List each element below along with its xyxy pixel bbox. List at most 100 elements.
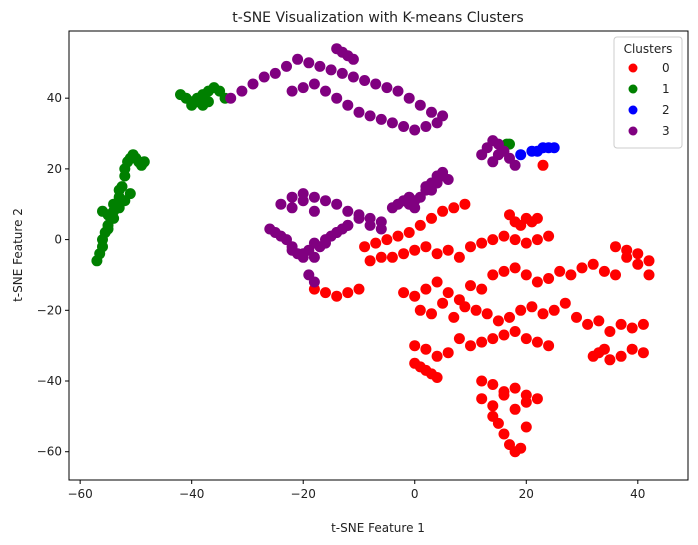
cluster-0-point <box>543 340 555 352</box>
cluster-3-point <box>331 198 343 210</box>
cluster-0-point <box>576 262 588 274</box>
cluster-0-point <box>487 379 499 390</box>
cluster-0-point <box>509 326 521 337</box>
cluster-0-point <box>476 283 488 295</box>
cluster-0-point <box>520 389 532 401</box>
cluster-3-point <box>409 202 421 214</box>
legend-label-0: 0 <box>662 61 670 75</box>
cluster-3-point <box>375 113 387 125</box>
cluster-0-point <box>487 269 499 281</box>
cluster-3-point <box>403 191 415 203</box>
cluster-0-point <box>593 315 605 327</box>
cluster-0-point <box>515 304 527 316</box>
cluster-3-point <box>325 64 337 76</box>
cluster-0-point <box>420 283 432 295</box>
cluster-0-point <box>453 333 465 345</box>
cluster-0-point <box>359 241 371 253</box>
cluster-0-point <box>420 241 432 253</box>
cluster-3-point <box>431 117 443 129</box>
cluster-0-point <box>409 290 421 302</box>
cluster-3-point <box>437 170 449 182</box>
y-tick-label: 20 <box>47 162 62 176</box>
cluster-0-point <box>509 234 521 246</box>
ticks-layer: −60 −40 −20 0 20 40 −60 −40 −20 0 20 40 <box>37 91 646 501</box>
cluster-1-point <box>202 96 214 108</box>
cluster-3-point <box>308 191 320 203</box>
cluster-0-point <box>476 375 488 387</box>
cluster-3-point <box>409 124 421 136</box>
cluster-0-point <box>431 276 443 288</box>
cluster-0-point <box>331 290 343 302</box>
cluster-0-point <box>598 265 610 277</box>
cluster-0-point <box>520 421 532 433</box>
cluster-0-point <box>459 198 471 210</box>
cluster-0-point <box>353 283 365 295</box>
cluster-0-point <box>426 308 437 320</box>
cluster-0-point <box>448 202 460 214</box>
cluster-3-point <box>258 71 270 83</box>
cluster-2-point <box>548 142 560 154</box>
cluster-3-point <box>347 53 359 65</box>
cluster-3-point <box>353 106 365 118</box>
cluster-0-point <box>520 333 532 345</box>
cluster-0-point <box>403 227 415 238</box>
cluster-3-point <box>320 195 331 207</box>
cluster-0-point <box>431 248 443 260</box>
legend: Clusters 0 1 2 3 <box>613 36 683 149</box>
cluster-3-point <box>308 78 320 90</box>
cluster-0-point <box>643 269 655 281</box>
legend-marker-2 <box>628 105 638 115</box>
cluster-0-point <box>426 212 437 224</box>
cluster-3-point <box>426 106 437 118</box>
cluster-0-point <box>364 255 376 267</box>
cluster-0-point <box>498 386 510 398</box>
cluster-3-point <box>336 67 348 79</box>
cluster-0-point <box>476 393 488 405</box>
cluster-0-point <box>498 329 510 341</box>
cluster-0-point <box>442 287 454 299</box>
cluster-0-point <box>621 244 633 256</box>
x-tick-label: 20 <box>519 487 534 501</box>
cluster-0-point <box>565 269 577 281</box>
cluster-3-point <box>381 82 393 94</box>
cluster-3-point <box>297 195 309 207</box>
cluster-1-point <box>138 156 150 168</box>
cluster-0-point <box>409 244 421 256</box>
cluster-3-point <box>286 191 298 203</box>
cluster-0-point <box>420 343 432 355</box>
cluster-0-point <box>448 311 460 323</box>
cluster-3-point <box>342 205 354 217</box>
x-axis-title: t-SNE Feature 1 <box>331 521 425 535</box>
y-tick-label: −40 <box>37 374 62 388</box>
cluster-0-point <box>442 347 454 359</box>
cluster-0-point <box>504 311 515 323</box>
cluster-0-point <box>437 297 449 309</box>
cluster-3-point <box>281 60 292 72</box>
cluster-0-point <box>398 248 410 260</box>
cluster-0-point <box>342 287 354 299</box>
cluster-3-point <box>392 85 404 97</box>
cluster-3-point <box>492 149 504 161</box>
points-layer <box>91 43 655 458</box>
cluster-0-point <box>465 340 476 352</box>
cluster-3-point <box>308 276 320 288</box>
cluster-0-point <box>604 354 616 366</box>
cluster-0-point <box>481 308 493 320</box>
chart-title: t-SNE Visualization with K-means Cluster… <box>232 10 523 26</box>
cluster-3-point <box>286 244 298 256</box>
cluster-3-point <box>308 205 320 217</box>
cluster-0-point <box>498 428 510 440</box>
cluster-0-point <box>515 442 527 454</box>
cluster-3-point <box>269 67 281 79</box>
cluster-0-point <box>526 301 538 313</box>
cluster-1-point <box>108 212 120 224</box>
cluster-3-point <box>292 53 304 65</box>
plot-frame <box>68 30 689 481</box>
cluster-3-point <box>303 57 315 69</box>
legend-title: Clusters <box>624 42 673 56</box>
cluster-3-point <box>420 121 432 132</box>
cluster-3-point <box>286 85 298 97</box>
cluster-1-point <box>124 188 136 200</box>
